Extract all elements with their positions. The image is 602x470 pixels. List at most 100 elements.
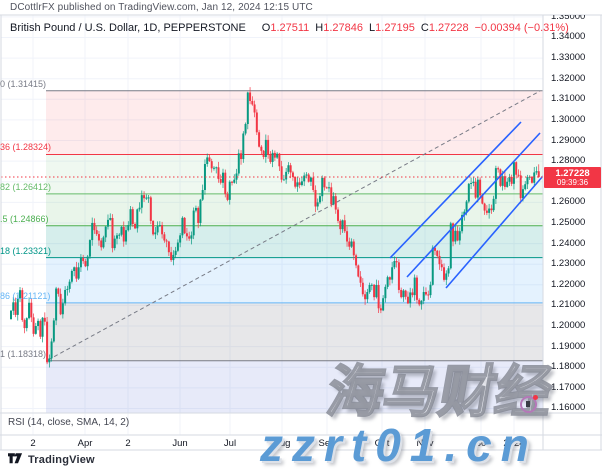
rsi-indicator-label: RSI (14, close, SMA, 14, 2) <box>8 417 129 428</box>
footer-branding[interactable]: TradingView <box>8 453 95 466</box>
candle <box>360 277 362 283</box>
candle <box>508 177 510 182</box>
close-value: 1.27228 <box>429 22 469 34</box>
y-axis-label: 1.34000 <box>551 32 585 42</box>
candle <box>371 285 373 286</box>
candle <box>344 220 346 231</box>
candle <box>193 211 195 236</box>
candle <box>517 175 519 176</box>
price-chart-plot[interactable] <box>0 0 602 470</box>
candle <box>459 231 461 240</box>
candle <box>175 251 177 255</box>
candle <box>33 317 35 333</box>
candle <box>195 208 197 211</box>
candle <box>310 178 312 182</box>
candle <box>362 283 364 295</box>
candle <box>161 225 163 234</box>
y-axis-label: 1.28000 <box>551 156 585 166</box>
candle <box>470 183 472 184</box>
candle <box>283 179 285 180</box>
candle <box>303 176 305 182</box>
candle <box>141 195 143 208</box>
candle <box>333 196 335 204</box>
candle <box>80 258 82 267</box>
candle <box>357 265 359 276</box>
candle <box>82 258 84 261</box>
candle <box>418 300 420 305</box>
candle <box>319 196 321 202</box>
candle <box>170 252 172 260</box>
candle <box>148 197 150 198</box>
candle <box>139 208 141 210</box>
candle <box>202 190 204 200</box>
high-value: 1.27846 <box>323 22 363 34</box>
candle <box>57 289 59 294</box>
x-axis-label: Jul <box>224 438 236 449</box>
y-axis-label: 1.25000 <box>551 218 585 228</box>
candle <box>168 242 170 253</box>
candle <box>393 261 395 267</box>
candle <box>30 303 32 318</box>
candle <box>443 267 445 280</box>
candle <box>98 234 100 240</box>
candle <box>497 168 499 169</box>
close-label: C <box>421 22 429 34</box>
candle <box>60 294 62 314</box>
candle <box>35 326 37 334</box>
candle <box>472 182 474 183</box>
candle <box>263 151 265 157</box>
candle <box>84 261 86 266</box>
candle <box>12 302 14 310</box>
candle <box>353 242 355 256</box>
fib-level-label: .5 (1.24866) <box>0 214 44 224</box>
candle <box>411 292 413 295</box>
candle <box>457 231 459 241</box>
candle <box>369 285 371 292</box>
x-axis-label: Oct <box>375 438 390 449</box>
candle <box>249 92 251 100</box>
candle <box>533 172 535 182</box>
time-axis[interactable]: 2Apr2JunJulAugSepOctNov302024 <box>0 437 543 450</box>
fib-level-label: 0 (1.31415) <box>0 79 44 89</box>
candle <box>380 308 382 310</box>
watermark-logo-icon <box>520 396 537 413</box>
candle <box>387 277 389 287</box>
y-axis-label: 1.16000 <box>551 403 585 413</box>
candle <box>240 153 242 159</box>
candle <box>78 267 80 278</box>
candle <box>267 140 269 155</box>
candle <box>524 184 526 189</box>
candle <box>211 161 213 168</box>
candle <box>116 235 118 238</box>
candle <box>184 218 186 233</box>
x-axis-label: 2 <box>30 438 35 449</box>
candle <box>233 180 235 183</box>
candle <box>206 157 208 164</box>
candle <box>355 255 357 265</box>
candle <box>55 289 57 321</box>
candle <box>375 285 377 297</box>
candle <box>111 218 113 248</box>
candle <box>179 235 181 242</box>
candle <box>384 287 386 298</box>
candle <box>398 262 400 290</box>
candle <box>301 181 303 185</box>
fib-level-label: 36 (1.28324) <box>0 142 44 152</box>
candle <box>292 172 294 177</box>
candle <box>190 235 192 238</box>
fib-band <box>46 258 543 303</box>
price-axis[interactable]: 1.350001.340001.330001.320001.310001.300… <box>544 15 602 435</box>
candle <box>479 180 481 196</box>
y-axis-label: 1.33000 <box>551 53 585 63</box>
candle <box>208 157 210 161</box>
current-price: 1.27228 <box>544 168 601 179</box>
candle <box>150 197 152 220</box>
candle <box>515 162 517 175</box>
candle <box>364 294 366 299</box>
candle <box>425 292 427 294</box>
candle <box>118 235 120 236</box>
y-axis-label: 1.35000 <box>551 15 585 22</box>
candle <box>312 178 314 190</box>
candle <box>278 154 280 167</box>
candle <box>260 147 262 151</box>
